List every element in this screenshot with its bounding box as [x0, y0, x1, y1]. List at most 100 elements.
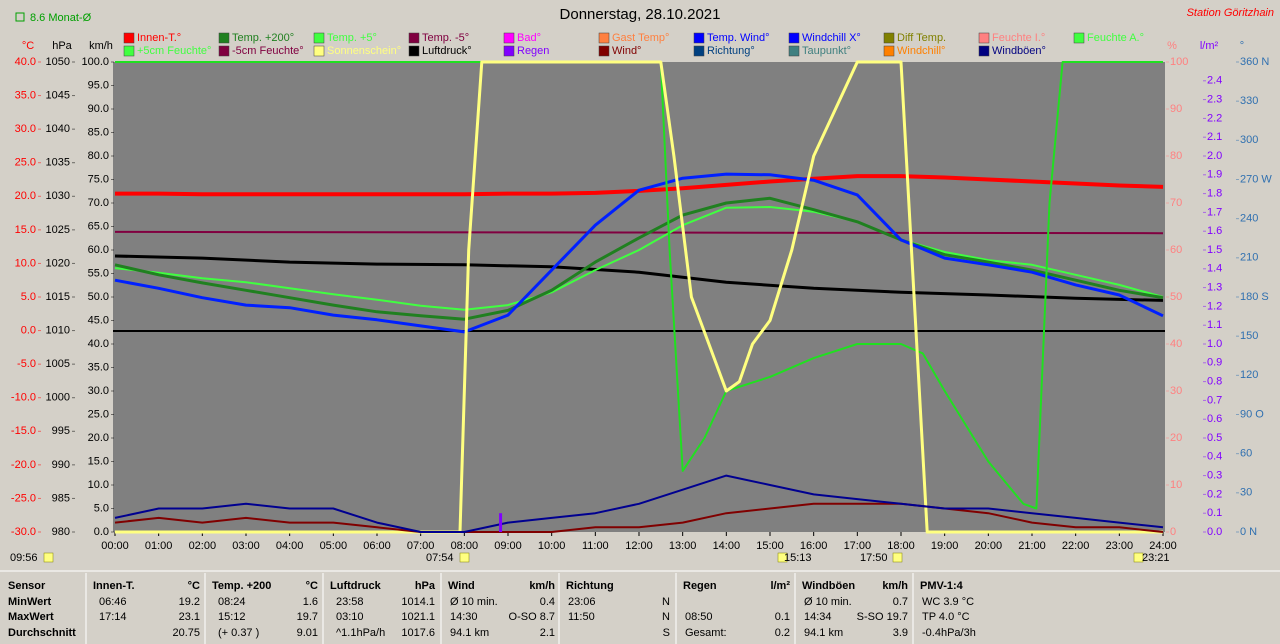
- y-tick-label: 300: [1240, 134, 1258, 146]
- y-tick-label: 240: [1240, 213, 1258, 225]
- legend-label: Bad°: [517, 32, 541, 44]
- stats-label: (+ 0.37 ): [218, 627, 259, 639]
- x-tick-label: 20:00: [975, 540, 1003, 552]
- y-tick-label: 50: [1170, 291, 1182, 303]
- y-tick-label: 60.0: [88, 244, 109, 256]
- marker-icon: [43, 552, 54, 563]
- legend-label: Temp. +200°: [232, 32, 294, 44]
- y-tick-label: 5.0: [21, 291, 36, 303]
- legend-label: Temp. -5°: [422, 32, 469, 44]
- y-tick-label: 1025: [46, 224, 70, 236]
- legend-label: -5cm Feuchte°: [232, 45, 304, 57]
- legend-label: Temp. Wind°: [707, 32, 769, 44]
- y-tick-label: -20.0: [11, 459, 36, 471]
- y-tick-label: 5.0: [94, 502, 109, 514]
- legend-label: +5cm Feuchte°: [137, 45, 211, 57]
- y-tick-label: 20.0: [88, 432, 109, 444]
- y-tick-label: 0.7: [1207, 394, 1222, 406]
- stats-header: Innen-T.: [93, 580, 135, 592]
- legend-swatch: [978, 32, 990, 44]
- stats-value: 20.75: [172, 627, 200, 639]
- station-name: Station Göritzhain: [1187, 7, 1274, 19]
- stats-label: 08:24: [218, 596, 246, 608]
- stats-label: -0.4hPa/3h: [922, 627, 976, 639]
- y-tick-label: 1000: [46, 392, 70, 404]
- y-tick-label: 1040: [46, 123, 70, 135]
- y-tick-label: 1.0: [1207, 338, 1222, 350]
- stats-value: 1014.1: [401, 596, 435, 608]
- y-tick-label: 2.3: [1207, 94, 1222, 106]
- time-marker: 15:13: [784, 552, 812, 564]
- stats-value: 19.7: [297, 611, 318, 623]
- y-tick-label: 120: [1240, 369, 1258, 381]
- stats-value: 1.6: [303, 596, 318, 608]
- legend-label: Feuchte A.°: [1087, 32, 1144, 44]
- y-tick-label: 15.0: [15, 224, 36, 236]
- stats-unit: l/m²: [770, 580, 790, 592]
- stats-value: 3.9: [893, 627, 908, 639]
- legend-swatch: [598, 45, 610, 57]
- y-tick-label: 0.0: [94, 526, 109, 538]
- stats-header: Richtung: [566, 580, 614, 592]
- stats-label: 11:50: [568, 611, 595, 623]
- legend-label: Windböen°: [992, 45, 1046, 57]
- stats-value: 23.1: [179, 611, 200, 623]
- legend-label: Luftdruck°: [422, 45, 472, 57]
- y-tick-label: -5.0: [17, 358, 36, 370]
- legend-swatch: [218, 45, 230, 57]
- legend-swatch: [218, 32, 230, 44]
- y-tick-label: 60: [1170, 244, 1182, 256]
- x-tick-label: 10:00: [538, 540, 566, 552]
- y-tick-label: 0.5: [1207, 432, 1222, 444]
- y-tick-label: 0.6: [1207, 413, 1222, 425]
- y-tick-label: 85.0: [88, 126, 109, 138]
- y-tick-label: 985: [52, 492, 70, 504]
- y-tick-label: 35.0: [15, 89, 36, 101]
- legend-swatch: [503, 45, 515, 57]
- y-tick-label: 330: [1240, 95, 1258, 107]
- series-line: [115, 61, 1163, 510]
- legend-label: Wind°: [612, 45, 641, 57]
- y-tick-label: 90: [1170, 103, 1182, 115]
- stats-header: Luftdruck: [330, 580, 382, 592]
- stats-label: 17:14: [99, 611, 127, 623]
- legend-swatch: [883, 45, 895, 57]
- y-tick-label: 0.9: [1207, 357, 1222, 369]
- stats-label: Ø 10 min.: [804, 596, 852, 608]
- y-tick-label: 40: [1170, 338, 1182, 350]
- stats-label: 06:46: [99, 596, 127, 608]
- y-tick-label: 80.0: [88, 150, 109, 162]
- legend-label: Gast Temp°: [612, 32, 669, 44]
- y-tick-label: 40.0: [15, 56, 36, 68]
- x-tick-label: 22:00: [1062, 540, 1090, 552]
- stats-header: Windböen: [802, 580, 855, 592]
- legend-swatch: [598, 32, 610, 44]
- stats-label: 94.1 km: [804, 627, 843, 639]
- x-tick-label: 05:00: [320, 540, 348, 552]
- time-marker: 23:21: [1142, 552, 1170, 564]
- stats-value: 1017.6: [401, 627, 435, 639]
- stats-label: 94.1 km: [450, 627, 489, 639]
- chart-title: Donnerstag, 28.10.2021: [560, 6, 721, 23]
- y-tick-label: 0.0: [21, 324, 36, 336]
- stats-panel: [0, 571, 1280, 644]
- x-tick-label: 17:00: [844, 540, 872, 552]
- avg-icon: [15, 12, 25, 22]
- y-tick-label: 10.0: [15, 257, 36, 269]
- y-tick-label: 0.0: [1207, 526, 1222, 538]
- stats-unit: °C: [306, 580, 318, 592]
- stats-value: 9.01: [297, 627, 318, 639]
- stats-label: 14:30: [450, 611, 478, 623]
- y-tick-label: 360 N: [1240, 56, 1269, 68]
- y-tick-label: 210: [1240, 252, 1258, 264]
- y-tick-label: 0.3: [1207, 470, 1222, 482]
- stats-label: WC 3.9 °C: [922, 596, 974, 608]
- y-tick-label: 75.0: [88, 173, 109, 185]
- legend-swatch: [1073, 32, 1085, 44]
- stats-value: 0.2: [775, 627, 790, 639]
- stats-label: ^1.1hPa/h: [336, 627, 385, 639]
- stats-value: S: [663, 627, 670, 639]
- series-line: [114, 196, 1164, 321]
- y-tick-label: 60: [1240, 448, 1252, 460]
- y-tick-label: 2.1: [1207, 131, 1222, 143]
